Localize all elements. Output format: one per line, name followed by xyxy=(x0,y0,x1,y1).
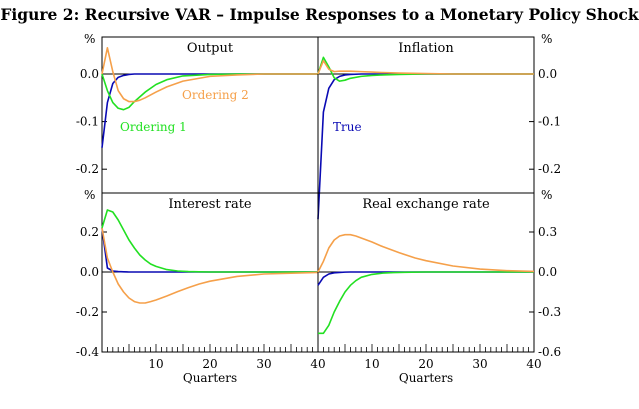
panels: Output% 0.0 -0.1 -0.2 Ordering 2 Ordering 1 In… xyxy=(76,32,561,385)
series-line-true xyxy=(101,73,318,148)
x-tick-label: 10 xyxy=(364,357,379,371)
x-tick-label: 20 xyxy=(202,357,217,371)
series-line-ordering1 xyxy=(317,56,534,82)
y-tick-label: -0.1 xyxy=(76,115,99,129)
y-tick-label: -0.6 xyxy=(538,345,561,359)
x-tick-label: 40 xyxy=(526,357,541,371)
panel-title: Interest rate xyxy=(168,197,252,212)
series-line-ordering1 xyxy=(101,209,318,273)
unit-label: % xyxy=(84,188,95,202)
panel-real-exchange-rate: Real exchange rate% 0.3 0.0 -0.3 -0.6 10 20 30 4… xyxy=(317,188,561,385)
unit-label: % xyxy=(84,32,95,46)
x-axis-label: Quarters xyxy=(399,371,453,385)
panel-inflation: Inflation% 0.0 -0.1 -0.2 True xyxy=(317,32,561,220)
series-line-ordering2 xyxy=(101,227,319,304)
y-tick-label: -0.2 xyxy=(538,162,561,176)
series-line-ordering1 xyxy=(101,73,318,111)
x-tick-label: 20 xyxy=(418,357,433,371)
x-tick-label: 30 xyxy=(472,357,487,371)
series-line-ordering2 xyxy=(317,233,535,273)
series-label-ordering1: Ordering 1 xyxy=(120,120,187,134)
y-tick-label: 0.0 xyxy=(80,265,99,279)
unit-label: % xyxy=(541,188,552,202)
panel-interest-rate: Interest rate% 0.2 0.0 -0.2 -0.4 10 20 30 40 Quar… xyxy=(76,188,326,385)
y-tick-label: -0.2 xyxy=(76,305,99,319)
series-line-true xyxy=(317,271,534,286)
y-tick-label: 0.0 xyxy=(538,265,557,279)
y-tick-label: 0.3 xyxy=(538,225,557,239)
series-line-ordering2 xyxy=(101,47,318,103)
panel-title: Inflation xyxy=(398,41,454,56)
panel-frame xyxy=(317,36,535,194)
series-label-true: True xyxy=(333,120,362,134)
x-tick-label: 10 xyxy=(148,357,163,371)
figure-title: Figure 2: Recursive VAR – Impulse Respon… xyxy=(0,5,639,24)
y-tick-label: -0.4 xyxy=(76,345,100,359)
x-axis-label: Quarters xyxy=(183,371,237,385)
series-line-ordering1 xyxy=(318,271,534,335)
panel-title: Real exchange rate xyxy=(362,197,490,212)
x-tick-label: 40 xyxy=(310,357,325,371)
y-tick-label: -0.3 xyxy=(538,305,561,319)
series-label-ordering2: Ordering 2 xyxy=(182,88,249,102)
y-tick-label: 0.0 xyxy=(538,67,557,81)
series-line-true xyxy=(101,227,318,273)
y-tick-label: -0.1 xyxy=(538,115,561,129)
panel-frame xyxy=(101,36,319,194)
x-tick-label: 30 xyxy=(256,357,271,371)
y-tick-label: 0.0 xyxy=(80,67,99,81)
y-tick-label: 0.2 xyxy=(80,225,99,239)
panel-title: Output xyxy=(187,41,234,56)
panel-output: Output% 0.0 -0.1 -0.2 Ordering 2 Ordering 1 xyxy=(76,32,319,194)
unit-label: % xyxy=(541,32,552,46)
y-tick-label: -0.2 xyxy=(76,162,99,176)
series-line-ordering2 xyxy=(317,59,534,75)
